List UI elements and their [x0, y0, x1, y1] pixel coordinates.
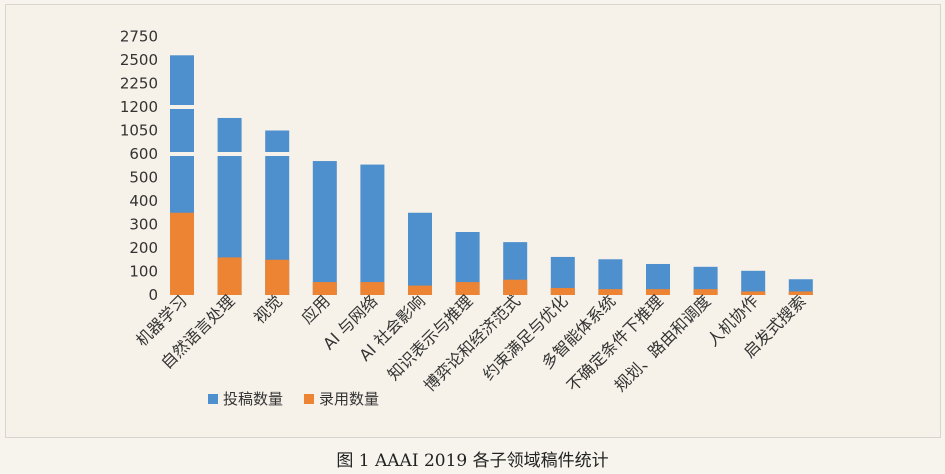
- chart-frame: [5, 4, 941, 438]
- bar-accepted: [550, 287, 575, 295]
- bar-accepted: [217, 257, 242, 295]
- legend-label: 投稿数量: [223, 390, 283, 408]
- x-category-label: 应用: [298, 291, 334, 327]
- y-tick-label: 400: [129, 192, 158, 210]
- legend-swatch: [208, 394, 218, 404]
- x-category-label: 知识表示与推理: [384, 291, 477, 384]
- bar-accepted: [598, 289, 623, 295]
- bar-accepted: [741, 291, 766, 295]
- bar-accepted: [455, 282, 480, 295]
- bar-submissions: [312, 161, 337, 295]
- y-tick-label: 1050: [120, 122, 158, 140]
- bar-accepted: [788, 291, 813, 295]
- y-axis: 0 100 200 300 400 500 600 1050 1200 2250 2500 2750: [120, 28, 158, 305]
- bar-submissions: [360, 164, 385, 295]
- y-tick-label: 1200: [120, 98, 158, 116]
- y-tick-label: 0: [148, 286, 158, 304]
- y-tick-label: 600: [129, 145, 158, 163]
- legend-label: 录用数量: [319, 390, 379, 408]
- bar-submissions: [741, 270, 766, 295]
- bar-accepted: [170, 212, 194, 295]
- axis-break-gap: [264, 152, 291, 156]
- y-tick-label: 500: [129, 169, 158, 187]
- axis-break-gap: [169, 152, 195, 156]
- y-tick-label: 200: [129, 239, 158, 257]
- bar-submissions: [598, 259, 623, 295]
- bar-accepted: [693, 289, 718, 295]
- y-tick-label: 2750: [120, 28, 158, 46]
- bar-accepted: [646, 289, 670, 295]
- bar-accepted: [265, 259, 290, 295]
- bar-accepted: [408, 285, 432, 295]
- figure-caption: 图 1 AAAI 2019 各子领域稿件统计: [336, 451, 609, 471]
- axis-break-gap: [216, 152, 243, 156]
- y-tick-label: 300: [129, 216, 158, 234]
- y-tick-label: 2250: [120, 75, 158, 93]
- bar-accepted: [360, 282, 385, 295]
- y-tick-label: 100: [129, 263, 158, 281]
- legend-swatch: [304, 394, 314, 404]
- bar-submissions: [788, 279, 813, 295]
- x-category-label: 视觉: [250, 291, 286, 327]
- bars: [169, 55, 813, 295]
- axis-break-gap: [169, 105, 195, 109]
- legend: 投稿数量 录用数量: [208, 390, 379, 408]
- bar-accepted: [503, 279, 528, 295]
- x-category-label: 约束满足与优化: [479, 291, 572, 384]
- bar-accepted: [312, 282, 337, 295]
- bar-submissions: [408, 212, 432, 295]
- y-tick-label: 2500: [120, 51, 158, 69]
